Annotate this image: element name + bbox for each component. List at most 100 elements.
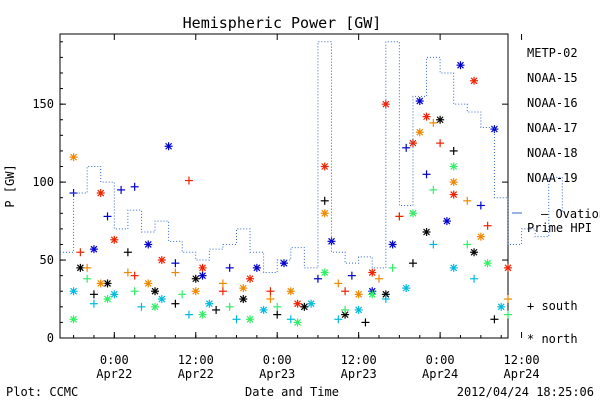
legend-entry: NOAA-16 bbox=[527, 96, 578, 110]
data-point bbox=[504, 295, 512, 304]
data-point bbox=[164, 142, 173, 151]
x-tick-time: 0:00 bbox=[426, 353, 455, 367]
data-point bbox=[470, 274, 479, 283]
mark-d2 bbox=[151, 287, 159, 295]
mark-d2 bbox=[97, 189, 105, 197]
mark-d2 bbox=[341, 311, 349, 319]
data-point bbox=[69, 315, 78, 324]
data-point bbox=[198, 271, 207, 280]
plot-credit: Plot: CCMC bbox=[6, 385, 78, 399]
data-point bbox=[184, 176, 193, 185]
mark-d2 bbox=[321, 163, 329, 170]
mark-d2 bbox=[436, 116, 444, 124]
mark-d2 bbox=[165, 142, 173, 150]
data-point bbox=[449, 146, 458, 155]
x-tick-time: 0:00 bbox=[100, 353, 129, 367]
data-point bbox=[504, 310, 512, 319]
data-point bbox=[130, 271, 139, 280]
data-point bbox=[442, 217, 451, 226]
data-point bbox=[463, 240, 472, 249]
data-point bbox=[69, 287, 78, 296]
data-point bbox=[402, 284, 411, 293]
data-point bbox=[320, 196, 329, 205]
x-axis: 0:00Apr2212:00Apr220:00Apr2312:00Apr230:… bbox=[73, 34, 540, 381]
data-point bbox=[191, 287, 200, 296]
data-point bbox=[429, 185, 438, 194]
mark-d2 bbox=[110, 290, 118, 298]
data-point bbox=[205, 299, 214, 308]
data-point bbox=[266, 287, 275, 296]
x-tick-time: 12:00 bbox=[504, 353, 540, 367]
data-point bbox=[381, 295, 390, 304]
mark-d2 bbox=[294, 300, 302, 308]
chart-title: Hemispheric Power [GW] bbox=[183, 14, 382, 32]
data-point bbox=[429, 240, 438, 249]
data-point bbox=[286, 287, 295, 296]
mark-d2 bbox=[416, 97, 424, 105]
data-point bbox=[130, 287, 139, 296]
mark-d2 bbox=[253, 264, 261, 272]
mark-d2 bbox=[239, 284, 247, 292]
data-point bbox=[436, 139, 445, 148]
series-2 bbox=[69, 240, 506, 324]
series-4 bbox=[69, 118, 512, 304]
mark-d2 bbox=[355, 306, 363, 314]
data-point bbox=[504, 263, 512, 272]
data-point bbox=[171, 259, 180, 268]
mark-d2 bbox=[450, 264, 458, 272]
legend: METP-02 NOAA-15 NOAA-16 NOAA-17 NOAA-18 NOAA-… bbox=[512, 46, 600, 235]
y-tick-label: 50 bbox=[40, 253, 54, 267]
ovation-hpi-line bbox=[60, 41, 563, 274]
data-point bbox=[103, 279, 112, 288]
mark-d2 bbox=[368, 290, 376, 298]
data-point bbox=[429, 118, 438, 127]
mark-d2 bbox=[199, 272, 206, 280]
data-point bbox=[476, 232, 485, 241]
data-point bbox=[69, 153, 78, 162]
data-point bbox=[157, 256, 166, 265]
mark-d2 bbox=[321, 269, 329, 276]
marker-legend: + south * north bbox=[527, 299, 578, 346]
mark-d2 bbox=[409, 209, 417, 217]
data-point bbox=[415, 97, 424, 106]
data-point bbox=[239, 295, 248, 304]
mark-d2 bbox=[307, 300, 315, 308]
data-point bbox=[144, 240, 153, 249]
y-axis: 0 50 100 150 bbox=[32, 41, 508, 345]
data-point bbox=[232, 315, 241, 324]
data-point bbox=[368, 290, 377, 299]
data-point bbox=[239, 284, 248, 293]
mark-d2 bbox=[104, 295, 111, 303]
legend-entry: NOAA-19 bbox=[527, 171, 578, 185]
x-tick-date: Apr22 bbox=[178, 367, 214, 381]
x-tick-date: Apr24 bbox=[504, 367, 540, 381]
y-tick-label: 150 bbox=[32, 97, 54, 111]
data-point bbox=[313, 274, 322, 283]
data-point bbox=[252, 263, 261, 272]
mark-d2 bbox=[450, 163, 458, 170]
data-point bbox=[320, 268, 329, 277]
mark-d2 bbox=[287, 287, 295, 295]
data-point bbox=[225, 302, 234, 311]
mark-d2 bbox=[470, 248, 478, 256]
data-point bbox=[320, 162, 329, 171]
data-point bbox=[327, 237, 336, 246]
mark-d2 bbox=[144, 241, 152, 248]
mark-d2 bbox=[443, 217, 451, 225]
mark-d2 bbox=[151, 303, 159, 311]
data-point bbox=[334, 315, 343, 324]
data-point bbox=[293, 318, 302, 327]
data-point bbox=[137, 302, 146, 311]
mark-d2 bbox=[76, 264, 84, 272]
x-tick-time: 12:00 bbox=[178, 353, 214, 367]
data-point bbox=[470, 248, 479, 257]
y-tick-label: 100 bbox=[32, 175, 54, 189]
mark-d2 bbox=[450, 191, 458, 198]
data-point bbox=[307, 299, 316, 308]
timestamp: 2012/04/24 18:25:06 bbox=[457, 385, 594, 399]
data-point bbox=[103, 212, 112, 221]
mark-d2 bbox=[321, 209, 329, 217]
data-point bbox=[463, 196, 472, 205]
data-point bbox=[436, 115, 445, 124]
